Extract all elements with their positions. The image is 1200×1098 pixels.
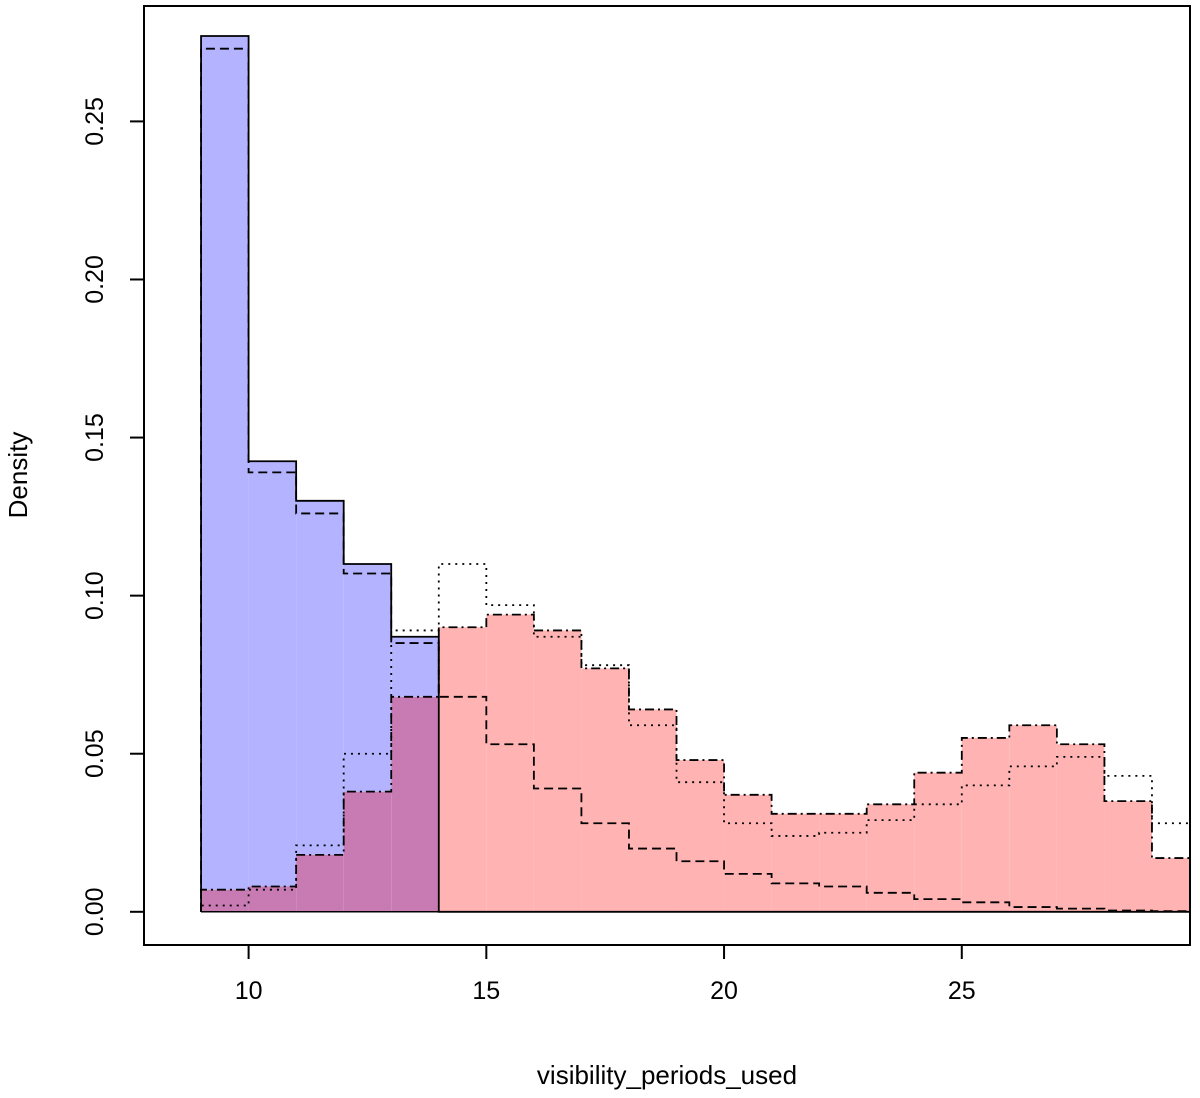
outline-layer: [200, 35, 1191, 913]
y-tick-label: 0.15: [81, 413, 109, 462]
outline-red-dash-dot: [200, 613, 1191, 912]
bar-red: [1151, 858, 1190, 912]
y-tick-label: 0.20: [81, 255, 109, 304]
x-tick-label: 15: [472, 977, 500, 1005]
bar-blue: [391, 636, 439, 697]
bar-red: [486, 614, 534, 912]
bar-red: [581, 668, 629, 912]
bar-blue: [248, 461, 297, 887]
bar-blue: [201, 36, 249, 890]
x-axis-title: visibility_periods_used: [537, 1060, 797, 1090]
bar-red: [676, 760, 725, 912]
x-tick-label: 10: [235, 977, 263, 1005]
bar-overlap: [296, 854, 344, 912]
bar-red: [771, 813, 820, 912]
y-tick-label: 0.00: [81, 887, 109, 936]
bar-red: [819, 813, 867, 912]
bar-red: [1009, 725, 1057, 912]
bars-layer: [201, 36, 1190, 912]
bar-overlap: [201, 889, 249, 912]
bar-blue: [343, 564, 392, 792]
y-axis-title: Density: [3, 432, 33, 519]
x-axis: 10 15 20 25: [235, 945, 976, 1005]
outline-red-dotted: [200, 563, 1191, 912]
y-axis: 0.00 0.05 0.10 0.15 0.20 0.25: [81, 97, 144, 936]
y-tick-label: 0.05: [81, 729, 109, 778]
y-tick-label: 0.10: [81, 571, 109, 620]
x-tick-label: 20: [710, 977, 738, 1005]
outline-blue-dashed: [200, 47, 1191, 913]
bar-red: [724, 794, 772, 912]
y-tick-label: 0.25: [81, 97, 109, 146]
bar-red: [438, 627, 487, 912]
bar-blue: [296, 500, 344, 855]
bar-red: [914, 772, 962, 912]
bar-red: [961, 737, 1010, 912]
bar-overlap: [343, 791, 392, 912]
plot-frame: [143, 5, 1191, 946]
bar-red: [1104, 801, 1152, 912]
bar-red: [628, 709, 677, 912]
x-tick-label: 25: [948, 977, 976, 1005]
bar-red: [1056, 744, 1105, 912]
bar-overlap: [248, 886, 297, 912]
bar-overlap: [391, 696, 439, 912]
bar-red: [533, 630, 582, 912]
bar-red: [866, 804, 915, 912]
